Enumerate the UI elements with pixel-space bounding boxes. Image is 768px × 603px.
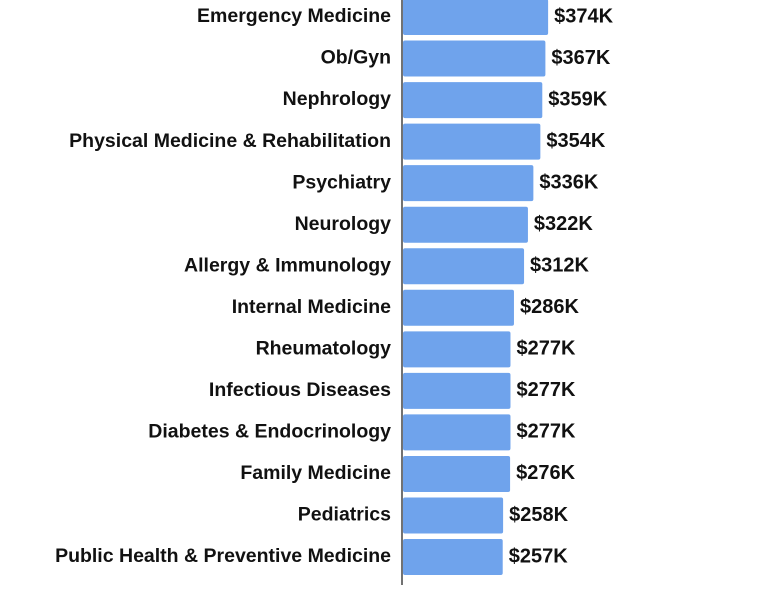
- category-label: Emergency Medicine: [197, 5, 391, 27]
- category-label: Internal Medicine: [232, 296, 391, 318]
- bar: [403, 497, 504, 534]
- value-label: $286K: [520, 296, 579, 318]
- category-label: Pediatrics: [298, 504, 391, 526]
- category-label: Ob/Gyn: [321, 47, 391, 69]
- category-label: Neurology: [295, 213, 392, 235]
- bar: [403, 248, 525, 285]
- value-label: $322K: [534, 213, 593, 235]
- value-label: $374K: [554, 5, 613, 27]
- value-label: $312K: [530, 255, 589, 277]
- bar: [403, 455, 511, 492]
- bar: [403, 414, 511, 451]
- value-label: $277K: [516, 338, 575, 360]
- value-label: $257K: [509, 545, 568, 567]
- bar: [403, 165, 534, 202]
- bar: [403, 539, 503, 576]
- value-label: $336K: [539, 171, 598, 193]
- category-label: Nephrology: [283, 88, 391, 110]
- category-label: Allergy & Immunology: [184, 254, 391, 276]
- bar: [403, 0, 549, 35]
- value-label: $277K: [516, 379, 575, 401]
- bar: [403, 82, 543, 119]
- bar: [403, 123, 541, 160]
- category-label: Infectious Diseases: [209, 379, 391, 401]
- category-label: Diabetes & Endocrinology: [148, 421, 391, 443]
- bar: [403, 372, 511, 409]
- bar: [403, 331, 511, 368]
- value-label: $354K: [546, 130, 605, 152]
- category-label: Psychiatry: [292, 171, 391, 193]
- bar: [403, 289, 514, 326]
- category-label: Public Health & Preventive Medicine: [55, 545, 391, 567]
- bar: [403, 40, 546, 77]
- value-label: $367K: [551, 47, 610, 69]
- category-label: Family Medicine: [240, 462, 391, 484]
- bar: [403, 206, 528, 243]
- category-label: Rheumatology: [256, 337, 392, 359]
- value-label: $359K: [548, 88, 607, 110]
- value-label: $276K: [516, 462, 575, 484]
- value-label: $277K: [516, 421, 575, 443]
- value-label: $258K: [509, 504, 568, 526]
- category-label: Physical Medicine & Rehabilitation: [69, 130, 391, 152]
